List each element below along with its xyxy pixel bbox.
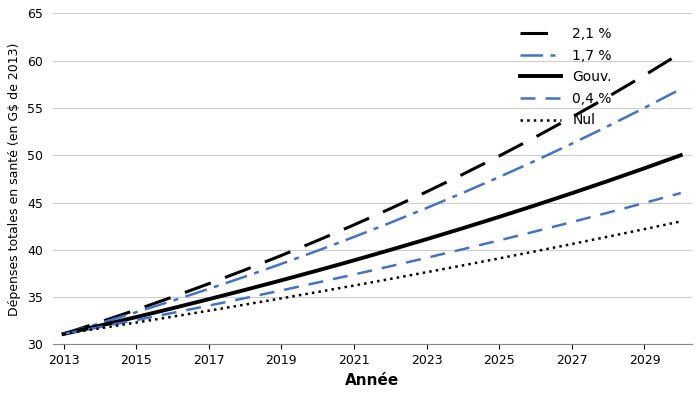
Y-axis label: Dépenses totales en santé (en G$ de 2013): Dépenses totales en santé (en G$ de 2013…: [8, 42, 21, 316]
Legend: 2,1 %, 1,7 %, Gouv., 0,4 %, Nul: 2,1 %, 1,7 %, Gouv., 0,4 %, Nul: [519, 27, 612, 128]
X-axis label: Année: Année: [345, 373, 399, 388]
